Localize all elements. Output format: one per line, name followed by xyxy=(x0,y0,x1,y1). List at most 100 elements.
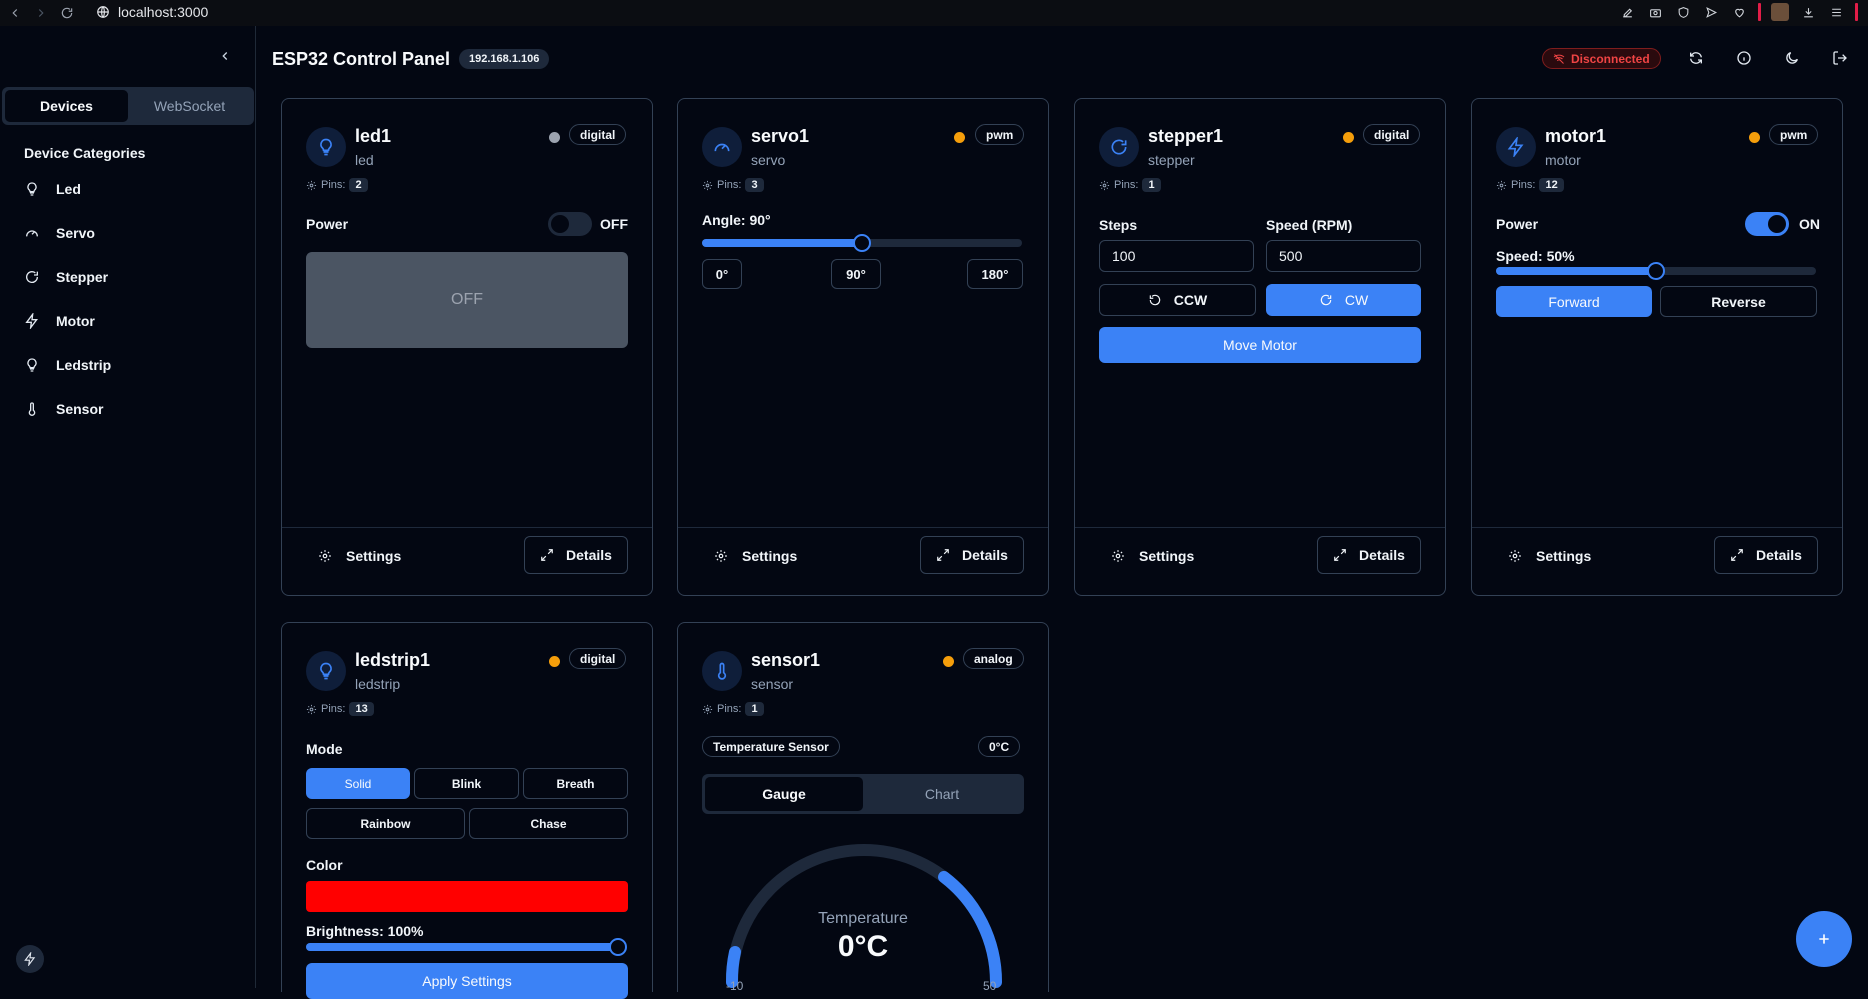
mode-rainbow-button[interactable]: Rainbow xyxy=(306,808,465,839)
mode-chase-button[interactable]: Chase xyxy=(469,808,628,839)
pins-label: Pins: xyxy=(1511,179,1536,191)
move-motor-button[interactable]: Move Motor xyxy=(1099,327,1421,363)
apply-settings-button[interactable]: Apply Settings xyxy=(306,963,628,999)
edit-icon[interactable] xyxy=(1618,3,1636,21)
status-dot xyxy=(1343,132,1354,143)
ip-badge: 192.168.1.106 xyxy=(459,49,550,69)
details-label: Details xyxy=(962,547,1008,563)
details-button[interactable]: Details xyxy=(1317,536,1421,574)
gear-icon xyxy=(1099,180,1110,190)
power-label: Power xyxy=(1496,216,1539,232)
settings-button[interactable]: Settings xyxy=(318,548,401,564)
gauge-low-arc xyxy=(726,946,741,988)
angle-slider[interactable] xyxy=(702,234,1022,252)
power-toggle[interactable] xyxy=(1745,212,1789,236)
pins-info: Pins: 3 xyxy=(702,178,764,192)
gauge-icon xyxy=(24,225,40,241)
status-dot xyxy=(549,132,560,143)
cw-label: CW xyxy=(1344,292,1369,308)
sidebar-item-led[interactable]: Led xyxy=(24,181,81,197)
collapse-sidebar-icon[interactable] xyxy=(218,49,232,63)
gear-icon xyxy=(702,180,713,190)
steps-input[interactable]: 100 xyxy=(1099,240,1254,272)
pins-label: Pins: xyxy=(1114,179,1139,191)
device-type: stepper xyxy=(1148,152,1195,168)
settings-button[interactable]: Settings xyxy=(714,548,797,564)
signal-badge: analog xyxy=(963,648,1024,669)
refresh-icon[interactable] xyxy=(1688,50,1706,68)
details-button[interactable]: Details xyxy=(1714,536,1818,574)
mode-solid-button[interactable]: Solid xyxy=(306,768,410,799)
settings-label: Settings xyxy=(1536,548,1592,564)
back-icon[interactable] xyxy=(6,4,24,22)
brightness-slider[interactable] xyxy=(306,938,627,956)
reverse-button[interactable]: Reverse xyxy=(1660,286,1817,317)
shield-icon[interactable] xyxy=(1674,3,1692,21)
add-device-button[interactable] xyxy=(1796,911,1852,967)
mode-blink-button[interactable]: Blink xyxy=(414,768,519,799)
slider-thumb[interactable] xyxy=(853,234,871,252)
device-type: ledstrip xyxy=(355,676,401,692)
pins-count: 2 xyxy=(349,178,368,192)
sidebar-item-stepper[interactable]: Stepper xyxy=(24,269,108,285)
gauge-title: Temperature xyxy=(818,910,908,927)
pins-info: Pins: 1 xyxy=(1099,178,1161,192)
details-button[interactable]: Details xyxy=(524,536,628,574)
gauge-min-label: -10 xyxy=(726,979,744,992)
pins-info: Pins: 12 xyxy=(1496,178,1564,192)
download-icon[interactable] xyxy=(1799,3,1817,21)
gear-icon xyxy=(1509,550,1521,562)
preset-0-button[interactable]: 0° xyxy=(702,259,742,289)
steps-label: Steps xyxy=(1099,217,1138,233)
details-button[interactable]: Details xyxy=(920,536,1024,574)
moon-icon[interactable] xyxy=(1784,50,1802,68)
speed-input[interactable]: 500 xyxy=(1266,240,1421,272)
rotate-ccw-icon xyxy=(1149,294,1161,306)
rotate-cw-icon xyxy=(1320,294,1332,306)
gear-icon xyxy=(702,704,713,714)
speed-slider[interactable] xyxy=(1496,262,1816,280)
thermometer-icon xyxy=(24,401,40,417)
rotate-icon xyxy=(1099,127,1139,167)
address-bar[interactable]: localhost:3000 xyxy=(96,4,208,20)
logout-icon[interactable] xyxy=(1832,50,1850,68)
settings-button[interactable]: Settings xyxy=(1111,548,1194,564)
reload-icon[interactable] xyxy=(58,4,76,22)
lightbulb-icon xyxy=(306,127,346,167)
ccw-button[interactable]: CCW xyxy=(1099,284,1256,316)
gear-icon xyxy=(306,704,317,714)
sidebar-item-servo[interactable]: Servo xyxy=(24,225,95,241)
device-name: motor1 xyxy=(1545,126,1607,146)
settings-button[interactable]: Settings xyxy=(1508,548,1591,564)
avatar[interactable] xyxy=(1771,3,1789,21)
camera-icon[interactable] xyxy=(1646,3,1664,21)
bolt-button[interactable] xyxy=(16,945,44,973)
forward-button[interactable]: Forward xyxy=(1496,286,1652,317)
sidebar-item-sensor[interactable]: Sensor xyxy=(24,401,103,417)
info-icon[interactable] xyxy=(1736,50,1754,68)
slider-thumb[interactable] xyxy=(609,938,627,956)
mode-breath-button[interactable]: Breath xyxy=(523,768,628,799)
lightbulb-icon xyxy=(306,651,346,691)
details-label: Details xyxy=(566,547,612,563)
heart-icon[interactable] xyxy=(1730,3,1748,21)
tab-devices[interactable]: Devices xyxy=(5,90,128,122)
power-toggle[interactable] xyxy=(548,212,592,236)
tab-websocket[interactable]: WebSocket xyxy=(153,98,226,114)
color-label: Color xyxy=(306,857,343,873)
send-icon[interactable] xyxy=(1702,3,1720,21)
preset-90-button[interactable]: 90° xyxy=(831,259,881,289)
sidebar-item-ledstrip[interactable]: Ledstrip xyxy=(24,357,111,373)
color-picker[interactable] xyxy=(306,881,628,912)
cw-button[interactable]: CW xyxy=(1266,284,1421,316)
sidebar-item-motor[interactable]: Motor xyxy=(24,313,95,329)
preset-180-button[interactable]: 180° xyxy=(967,259,1023,289)
sidebar-item-label: Ledstrip xyxy=(56,357,112,373)
tab-chart[interactable]: Chart xyxy=(924,786,960,802)
forward-icon[interactable] xyxy=(32,4,50,22)
signal-badge: pwm xyxy=(975,124,1025,145)
zap-icon xyxy=(24,313,40,329)
menu-icon[interactable] xyxy=(1827,3,1845,21)
tab-gauge[interactable]: Gauge xyxy=(705,777,863,811)
slider-thumb[interactable] xyxy=(1647,262,1665,280)
